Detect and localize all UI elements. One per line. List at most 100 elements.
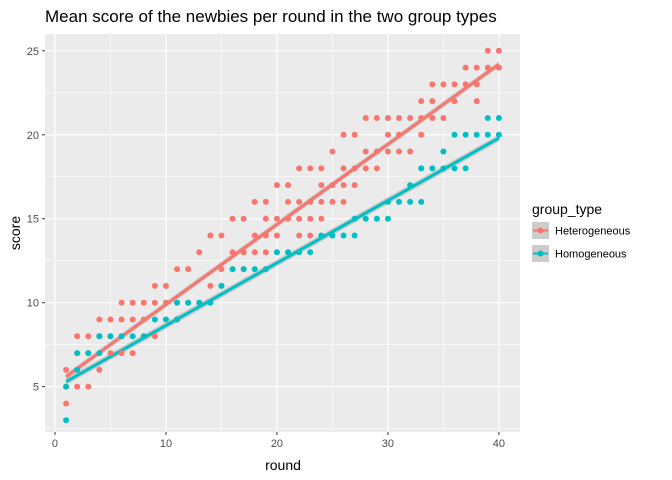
point-heterogeneous [307, 198, 314, 205]
point-heterogeneous [251, 232, 258, 239]
point-heterogeneous [162, 299, 169, 306]
point-heterogeneous [318, 165, 325, 172]
point-homogeneous [262, 266, 269, 273]
point-heterogeneous [329, 198, 336, 205]
point-heterogeneous [296, 232, 303, 239]
point-heterogeneous [273, 215, 280, 222]
point-heterogeneous [140, 316, 147, 323]
y-tick-label: 5 [33, 382, 39, 394]
point-heterogeneous [340, 182, 347, 189]
chart-title: Mean score of the newbies per round in t… [45, 7, 497, 26]
y-tick-label: 15 [27, 214, 39, 226]
point-heterogeneous [129, 299, 136, 306]
point-heterogeneous [396, 148, 403, 155]
point-heterogeneous [484, 64, 491, 71]
point-heterogeneous [273, 182, 280, 189]
point-heterogeneous [373, 148, 380, 155]
point-heterogeneous [451, 81, 458, 88]
y-axis-title: score [7, 216, 23, 250]
point-heterogeneous [251, 198, 258, 205]
fit-lines [65, 61, 500, 386]
point-heterogeneous [63, 400, 70, 407]
point-heterogeneous [296, 215, 303, 222]
point-homogeneous [396, 198, 403, 205]
legend-key-point [537, 250, 544, 257]
point-heterogeneous [262, 215, 269, 222]
point-heterogeneous [262, 249, 269, 256]
point-heterogeneous [429, 114, 436, 121]
point-homogeneous [451, 165, 458, 172]
point-heterogeneous [285, 198, 292, 205]
point-heterogeneous [384, 114, 391, 121]
point-heterogeneous [418, 131, 425, 138]
point-heterogeneous [262, 232, 269, 239]
point-homogeneous [495, 114, 502, 121]
point-homogeneous [318, 232, 325, 239]
point-homogeneous [63, 383, 70, 390]
point-homogeneous [229, 266, 236, 273]
point-heterogeneous [329, 148, 336, 155]
point-heterogeneous [74, 333, 81, 340]
legend: group_type Heterogeneous Homogeneous [532, 201, 631, 262]
point-homogeneous [174, 316, 181, 323]
x-tick-label: 10 [160, 438, 172, 450]
point-homogeneous [85, 350, 92, 357]
point-homogeneous [373, 215, 380, 222]
point-heterogeneous [307, 165, 314, 172]
point-homogeneous [151, 316, 158, 323]
point-homogeneous [429, 165, 436, 172]
point-heterogeneous [440, 114, 447, 121]
point-heterogeneous [473, 98, 480, 105]
point-heterogeneous [329, 182, 336, 189]
point-homogeneous [495, 131, 502, 138]
point-homogeneous [240, 266, 247, 273]
point-heterogeneous [96, 316, 103, 323]
x-axis-title: round [265, 457, 301, 473]
point-heterogeneous [229, 215, 236, 222]
point-heterogeneous [429, 98, 436, 105]
point-homogeneous [484, 131, 491, 138]
point-homogeneous [462, 131, 469, 138]
point-heterogeneous [207, 232, 214, 239]
point-heterogeneous [473, 81, 480, 88]
plot-panel [45, 34, 520, 432]
point-homogeneous [129, 333, 136, 340]
point-heterogeneous [129, 316, 136, 323]
point-homogeneous [162, 316, 169, 323]
point-homogeneous [96, 350, 103, 357]
y-tick-label: 10 [27, 298, 39, 310]
x-tick-label: 0 [52, 438, 58, 450]
point-heterogeneous [484, 47, 491, 54]
point-homogeneous [285, 249, 292, 256]
point-heterogeneous [307, 232, 314, 239]
point-homogeneous [185, 299, 192, 306]
point-homogeneous [418, 198, 425, 205]
point-heterogeneous [384, 148, 391, 155]
point-heterogeneous [96, 366, 103, 373]
point-heterogeneous [340, 198, 347, 205]
point-heterogeneous [318, 182, 325, 189]
point-heterogeneous [296, 198, 303, 205]
point-heterogeneous [473, 64, 480, 71]
point-heterogeneous [262, 198, 269, 205]
point-heterogeneous [384, 131, 391, 138]
fit-line-homogeneous [65, 136, 500, 383]
point-heterogeneous [273, 232, 280, 239]
point-heterogeneous [396, 114, 403, 121]
point-homogeneous [207, 299, 214, 306]
y-ticks: 5 10 15 20 25 [27, 46, 45, 394]
point-heterogeneous [218, 266, 225, 273]
point-heterogeneous [418, 98, 425, 105]
point-heterogeneous [396, 131, 403, 138]
point-heterogeneous [340, 131, 347, 138]
point-heterogeneous [407, 114, 414, 121]
point-heterogeneous [285, 182, 292, 189]
point-heterogeneous [63, 366, 70, 373]
point-homogeneous [473, 131, 480, 138]
point-heterogeneous [107, 350, 114, 357]
point-heterogeneous [118, 350, 125, 357]
point-homogeneous [362, 215, 369, 222]
point-heterogeneous [118, 316, 125, 323]
point-heterogeneous [240, 215, 247, 222]
